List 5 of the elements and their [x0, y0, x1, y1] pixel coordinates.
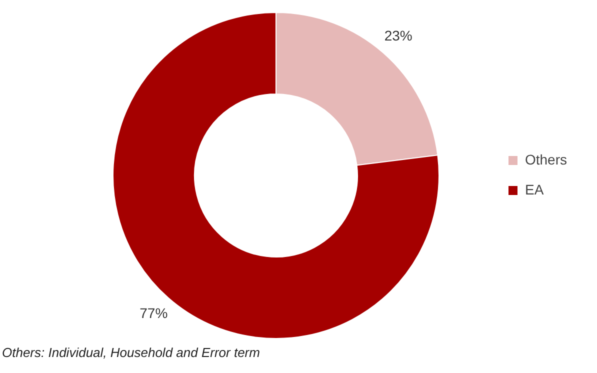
- text: Others: Individual, Household and Error term: [2, 345, 260, 360]
- data-label: 23%: [384, 28, 412, 44]
- legend-label: EA: [524, 181, 544, 198]
- data-label: 77%: [140, 305, 168, 322]
- legend-label: Others: [524, 151, 567, 168]
